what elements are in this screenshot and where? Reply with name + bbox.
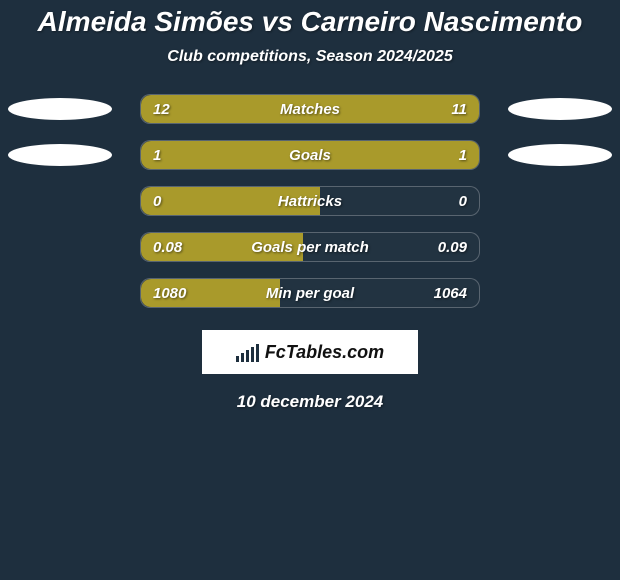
logo-bar-segment <box>251 347 254 362</box>
stat-row: 1080Min per goal1064 <box>0 278 620 308</box>
stat-label: Matches <box>141 95 479 124</box>
player-left-marker <box>8 144 112 166</box>
stat-right-value: 1064 <box>434 279 467 308</box>
stat-label: Hattricks <box>141 187 479 216</box>
player-right-marker <box>508 144 612 166</box>
stat-bar: 0.08Goals per match0.09 <box>140 232 480 262</box>
stat-right-value: 11 <box>451 95 467 124</box>
logo-bar-segment <box>236 356 239 362</box>
stat-row: 0Hattricks0 <box>0 186 620 216</box>
stat-label: Goals <box>141 141 479 170</box>
stat-bar: 1080Min per goal1064 <box>140 278 480 308</box>
stat-row: 0.08Goals per match0.09 <box>0 232 620 262</box>
bar-chart-icon <box>236 342 259 362</box>
logo-bar-segment <box>246 350 249 362</box>
stat-bar: 1Goals1 <box>140 140 480 170</box>
stat-row: 1Goals1 <box>0 140 620 170</box>
logo-bar-segment <box>256 344 259 362</box>
stat-label: Min per goal <box>141 279 479 308</box>
logo-bar-segment <box>241 353 244 362</box>
comparison-title: Almeida Simões vs Carneiro Nascimento <box>0 0 620 38</box>
source-logo: FcTables.com <box>202 330 418 374</box>
stat-label: Goals per match <box>141 233 479 262</box>
stat-bar: 12Matches11 <box>140 94 480 124</box>
stat-bar: 0Hattricks0 <box>140 186 480 216</box>
stat-right-value: 0.09 <box>438 233 467 262</box>
player-left-marker <box>8 98 112 120</box>
stat-row: 12Matches11 <box>0 94 620 124</box>
comparison-subtitle: Club competitions, Season 2024/2025 <box>0 48 620 66</box>
stat-right-value: 0 <box>459 187 467 216</box>
stats-container: 12Matches11 1Goals1 0Hattricks0 0.08Goals p… <box>0 94 620 308</box>
stat-right-value: 1 <box>459 141 467 170</box>
source-logo-text: FcTables.com <box>265 342 384 363</box>
comparison-date: 10 december 2024 <box>0 392 620 412</box>
player-right-marker <box>508 98 612 120</box>
